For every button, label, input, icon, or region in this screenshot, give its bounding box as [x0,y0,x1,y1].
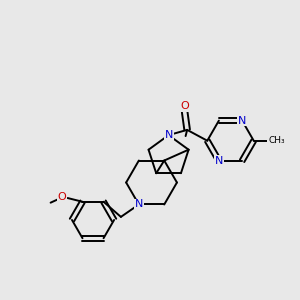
Text: O: O [58,192,66,203]
Text: N: N [238,116,246,126]
Text: N: N [135,200,143,209]
Text: N: N [215,156,223,166]
Text: CH₃: CH₃ [268,136,285,145]
Text: O: O [180,101,189,111]
Text: N: N [164,130,173,140]
